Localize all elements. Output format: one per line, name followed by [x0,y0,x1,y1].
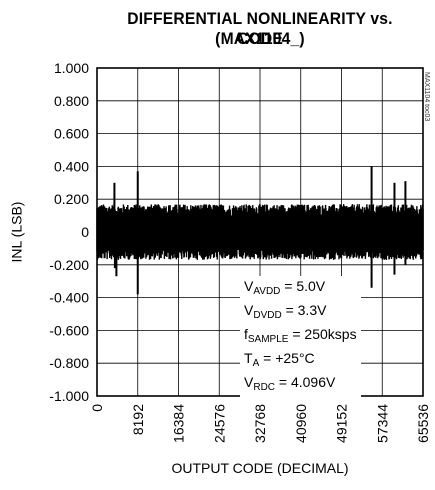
annotation-line: VAVDD = 5.0V [244,278,326,297]
y-tick-label: 1.000 [54,60,89,76]
annotation-line: TA = +25°C [244,350,315,369]
dnl-band-core [98,215,422,249]
x-tick-label: 65536 [415,404,431,443]
annotation-line: fSAMPLE = 250ksps [244,326,357,345]
figure-id-watermark: MAX1104 toc03 [423,72,430,122]
x-tick-label: 49152 [334,404,350,443]
y-axis-label: INL (LSB) [9,202,25,263]
y-tick-label: -1.000 [49,388,89,404]
x-tick-label: 0 [89,404,105,412]
y-tick-label: 0.600 [54,126,89,142]
x-tick-label: 24576 [211,404,227,443]
y-tick-label: 0.200 [54,191,89,207]
annotation-line: VRDC = 4.096V [244,374,336,393]
chart-title: DIFFERENTIAL NONLINEARITY vs. CODE [127,9,393,48]
x-tick-label: 16384 [171,404,187,443]
y-tick-label: -0.200 [49,257,89,273]
y-tick-label: -0.600 [49,322,89,338]
conditions-annotation: VAVDD = 5.0V VDVDD = 3.3V fSAMPLE = 250ksp… [240,276,361,399]
x-tick-label: 8192 [130,404,146,435]
y-tick-label: -0.400 [49,290,89,306]
y-tick-label: 0.800 [54,93,89,109]
y-tick-label: 0 [81,224,89,240]
x-tick-label: 40960 [293,404,309,443]
x-tick-label: 32768 [252,404,268,443]
y-tick-label: 0.400 [54,158,89,174]
x-tick-label: 57344 [374,404,390,443]
annotation-line: VDVDD = 3.3V [244,302,327,321]
x-axis-label: OUTPUT CODE (DECIMAL) [171,460,348,476]
chart-subtitle: (MAX1104_) [215,29,305,48]
y-tick-label: -0.800 [49,355,89,371]
